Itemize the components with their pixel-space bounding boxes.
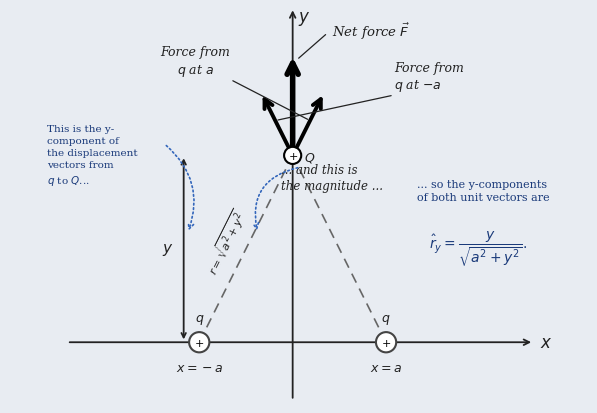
Text: $+$: $+$ xyxy=(288,150,298,161)
Text: $q$: $q$ xyxy=(195,312,204,326)
Text: $x=-a$: $x=-a$ xyxy=(176,361,223,374)
Text: $q$: $q$ xyxy=(381,312,391,326)
Text: $r=\sqrt{a^2+y^2}$: $r=\sqrt{a^2+y^2}$ xyxy=(202,206,251,277)
Text: Force from
$q$ at $-a$: Force from $q$ at $-a$ xyxy=(394,62,464,94)
Text: Net force $\vec{F}$: Net force $\vec{F}$ xyxy=(331,21,410,42)
Text: $Q$: $Q$ xyxy=(303,151,315,165)
Text: $+$: $+$ xyxy=(381,337,391,348)
Text: $y$: $y$ xyxy=(162,241,174,257)
Text: $x$: $x$ xyxy=(540,334,552,351)
Circle shape xyxy=(189,332,210,353)
Text: ... so the y-components
of both unit vectors are: ... so the y-components of both unit vec… xyxy=(417,179,550,202)
Circle shape xyxy=(376,332,396,353)
Text: Force from
$q$ at $a$: Force from $q$ at $a$ xyxy=(161,46,230,78)
Text: $x=a$: $x=a$ xyxy=(370,361,402,374)
Text: This is the y-
component of
the displacement
vectors from
$q$ to $Q$...: This is the y- component of the displace… xyxy=(47,125,138,187)
Text: ... and this is
the magnitude ...: ... and this is the magnitude ... xyxy=(281,164,383,193)
Text: $y$: $y$ xyxy=(298,10,311,28)
Text: $+$: $+$ xyxy=(194,337,204,348)
Circle shape xyxy=(284,147,301,164)
Text: $\hat{r}_y = \dfrac{y}{\sqrt{a^2 + y^2}}.$: $\hat{r}_y = \dfrac{y}{\sqrt{a^2 + y^2}}… xyxy=(429,230,527,269)
